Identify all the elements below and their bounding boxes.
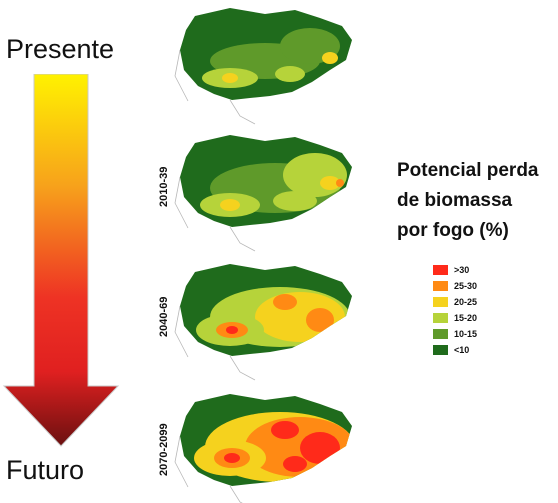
future-label: Futuro	[6, 455, 85, 485]
legend-title-line-2: de biomassa	[397, 190, 513, 211]
legend-title-line-3: por fogo (%)	[397, 220, 509, 241]
legend-label: 10-15	[454, 329, 478, 339]
legend-label: 15-20	[454, 313, 478, 323]
legend-swatch	[433, 313, 448, 323]
time-arrow-shape	[2, 74, 120, 447]
legend-label: <10	[454, 345, 470, 355]
amazon-map-stack	[174, 8, 352, 503]
period-label-2010-39: 2010-39	[158, 166, 170, 207]
legend-swatch	[433, 329, 448, 339]
legend-swatch	[433, 297, 448, 307]
legend-swatch	[433, 265, 448, 275]
period-label-2040-69: 2040-69	[158, 296, 170, 337]
period-label-2070-2099: 2070-2099	[158, 423, 170, 476]
legend-swatch	[433, 281, 448, 291]
legend-item: 20-25	[433, 294, 477, 310]
legend-title: Potencial perda de biomassa por fogo (%)	[397, 156, 557, 246]
map-panel-2010-39	[174, 135, 352, 252]
map-panel-2070-2099	[174, 394, 352, 503]
legend-item: 15-20	[433, 310, 477, 326]
map-panel-2040-69	[174, 264, 352, 381]
legend-title-line-1: Potencial perda	[397, 160, 539, 181]
legend-label: 25-30	[454, 281, 478, 291]
legend-label: >30	[454, 265, 470, 275]
legend-item: <10	[433, 342, 477, 358]
map-panel-present	[174, 8, 352, 125]
legend-item: >30	[433, 262, 477, 278]
legend-label: 20-25	[454, 297, 478, 307]
legend-item: 10-15	[433, 326, 477, 342]
time-arrow	[2, 74, 120, 447]
legend-swatch	[433, 345, 448, 355]
legend-item: 25-30	[433, 278, 477, 294]
present-label: Presente	[6, 34, 115, 64]
legend: >30 25-30 20-25 15-20 10-15 <10	[433, 262, 477, 358]
